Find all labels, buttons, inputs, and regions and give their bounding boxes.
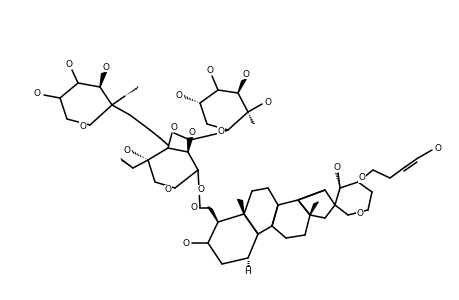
Text: O: O: [206, 65, 213, 74]
Text: O: O: [190, 203, 197, 212]
Polygon shape: [309, 202, 318, 215]
Text: H: H: [244, 268, 251, 277]
Text: O: O: [217, 127, 224, 136]
Polygon shape: [207, 207, 218, 222]
Text: O: O: [333, 163, 340, 172]
Text: O: O: [123, 146, 130, 154]
Text: O: O: [164, 185, 171, 194]
Text: O: O: [182, 238, 189, 247]
Polygon shape: [187, 138, 192, 152]
Text: O: O: [65, 59, 73, 68]
Text: O: O: [79, 122, 86, 130]
Text: O: O: [170, 122, 177, 131]
Text: O: O: [197, 185, 204, 194]
Polygon shape: [100, 72, 106, 87]
Polygon shape: [237, 199, 243, 214]
Text: O: O: [188, 128, 195, 136]
Text: O: O: [34, 88, 40, 98]
Text: O: O: [358, 173, 365, 182]
Text: O: O: [102, 62, 109, 71]
Text: O: O: [264, 98, 271, 106]
Text: O: O: [356, 208, 363, 217]
Text: O: O: [175, 91, 182, 100]
Text: O: O: [242, 70, 249, 79]
Text: O: O: [434, 143, 441, 152]
Polygon shape: [237, 79, 246, 93]
